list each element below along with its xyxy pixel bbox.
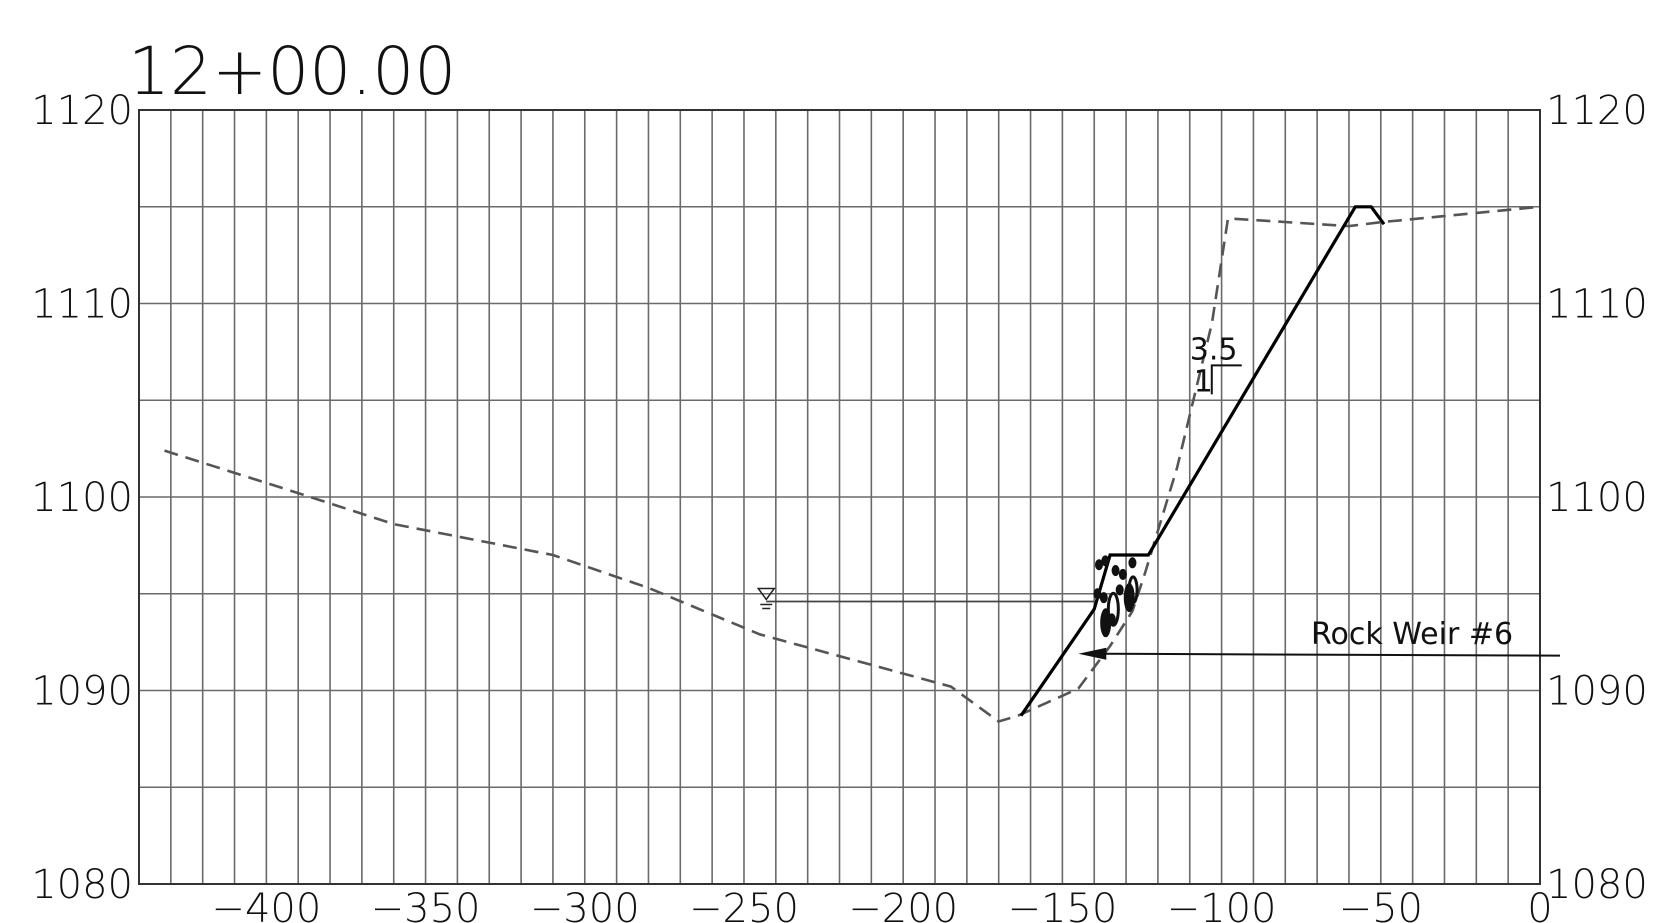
x-tick-label: −50 <box>1339 886 1423 923</box>
y-tick-label-left: 1120 <box>31 88 133 134</box>
rock-weir-stone <box>1127 575 1139 605</box>
rock-weir-stone <box>1095 559 1104 571</box>
rock-weir-stone <box>1115 584 1124 596</box>
plot-border <box>138 109 1541 885</box>
annotation-group: 3.51 Rock Weir #6 <box>1078 332 1561 660</box>
slope-symbol <box>1210 364 1242 395</box>
rock-weir-stone <box>1118 568 1127 580</box>
plot-frame <box>138 109 1541 885</box>
rock-weir-stone <box>1101 555 1110 567</box>
x-tick-label: −350 <box>371 886 481 923</box>
slope-rise-label: 1 <box>1194 364 1213 399</box>
y-tick-label-right: 1100 <box>1546 475 1648 521</box>
y-tick-label-left: 1090 <box>31 669 133 715</box>
slope-run-label: 3.5 <box>1190 332 1238 367</box>
y-tick-label-left: 1110 <box>31 282 133 328</box>
rock-weir-stone <box>1099 592 1108 604</box>
rock-weir-leader-line <box>1102 652 1561 657</box>
rock-weir-stone <box>1093 588 1102 600</box>
proposed-grade-line <box>1019 205 1386 717</box>
x-tick-label: −300 <box>530 886 640 923</box>
x-tick-label: −100 <box>1167 886 1277 923</box>
y-tick-label-left: 1100 <box>31 475 133 521</box>
y-tick-label-right: 1080 <box>1546 862 1648 908</box>
x-tick-label: −400 <box>211 886 321 923</box>
y-tick-label-right: 1110 <box>1546 282 1648 328</box>
y-tick-label-right: 1090 <box>1546 669 1648 715</box>
x-tick-label: 0 <box>1527 886 1552 923</box>
x-tick-label: −150 <box>1007 886 1117 923</box>
series-group <box>164 205 1541 723</box>
rock-weir-label: Rock Weir #6 <box>1311 617 1513 652</box>
water-surface-symbol <box>756 587 776 601</box>
y-tick-label-right: 1120 <box>1546 88 1648 134</box>
rock-weir-arrowhead <box>1078 647 1107 660</box>
y-tick-label-left: 1080 <box>31 862 133 908</box>
existing-ground-line <box>164 205 1541 723</box>
chart-title: 12+00.00 <box>128 33 456 110</box>
rock-weir-stone <box>1106 591 1120 627</box>
rock-weir-stone <box>1128 557 1137 569</box>
grid <box>139 110 1540 884</box>
x-tick-label: −250 <box>689 886 799 923</box>
rock-weir-stone <box>1111 565 1120 577</box>
x-tick-label: −200 <box>848 886 958 923</box>
